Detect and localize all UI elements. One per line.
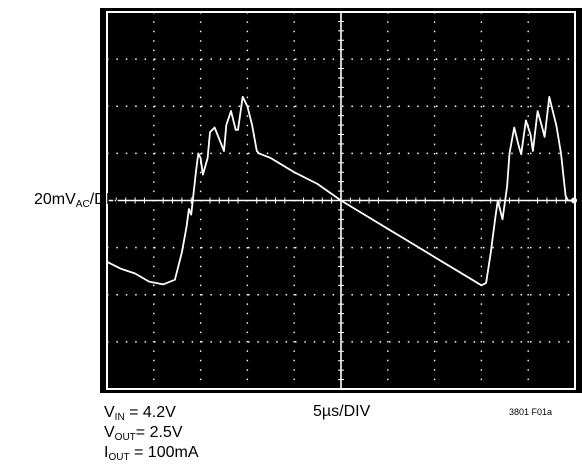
condition-value: = 2.5V	[135, 424, 183, 441]
condition-vout: VOUT= 2.5V	[104, 423, 199, 443]
condition-sub: IN	[114, 412, 125, 423]
test-conditions: VIN = 4.2V VOUT= 2.5V IOUT = 100mA	[104, 403, 199, 463]
horizontal-scale-label: 5µs/DIV	[313, 403, 371, 420]
vertical-scale-suffix: /DIV	[89, 191, 121, 208]
condition-name: V	[104, 404, 115, 421]
vertical-scale-label: 20mVAC/DIV	[34, 191, 121, 210]
condition-value: = 100mA	[129, 444, 199, 461]
figure-id: 3801 F01a	[509, 407, 553, 417]
condition-name: I	[104, 444, 109, 461]
condition-sub: OUT	[114, 432, 136, 443]
condition-name: V	[104, 424, 115, 441]
trigger-marker	[571, 197, 577, 204]
waveform-trace	[106, 95, 575, 287]
vertical-scale-coupling: AC	[75, 199, 90, 210]
condition-iout: IOUT = 100mA	[104, 443, 199, 463]
vertical-scale-value: 20mV	[34, 191, 76, 208]
condition-sub: OUT	[108, 452, 130, 463]
condition-vin: VIN = 4.2V	[104, 403, 199, 423]
condition-value: = 4.2V	[124, 404, 176, 421]
